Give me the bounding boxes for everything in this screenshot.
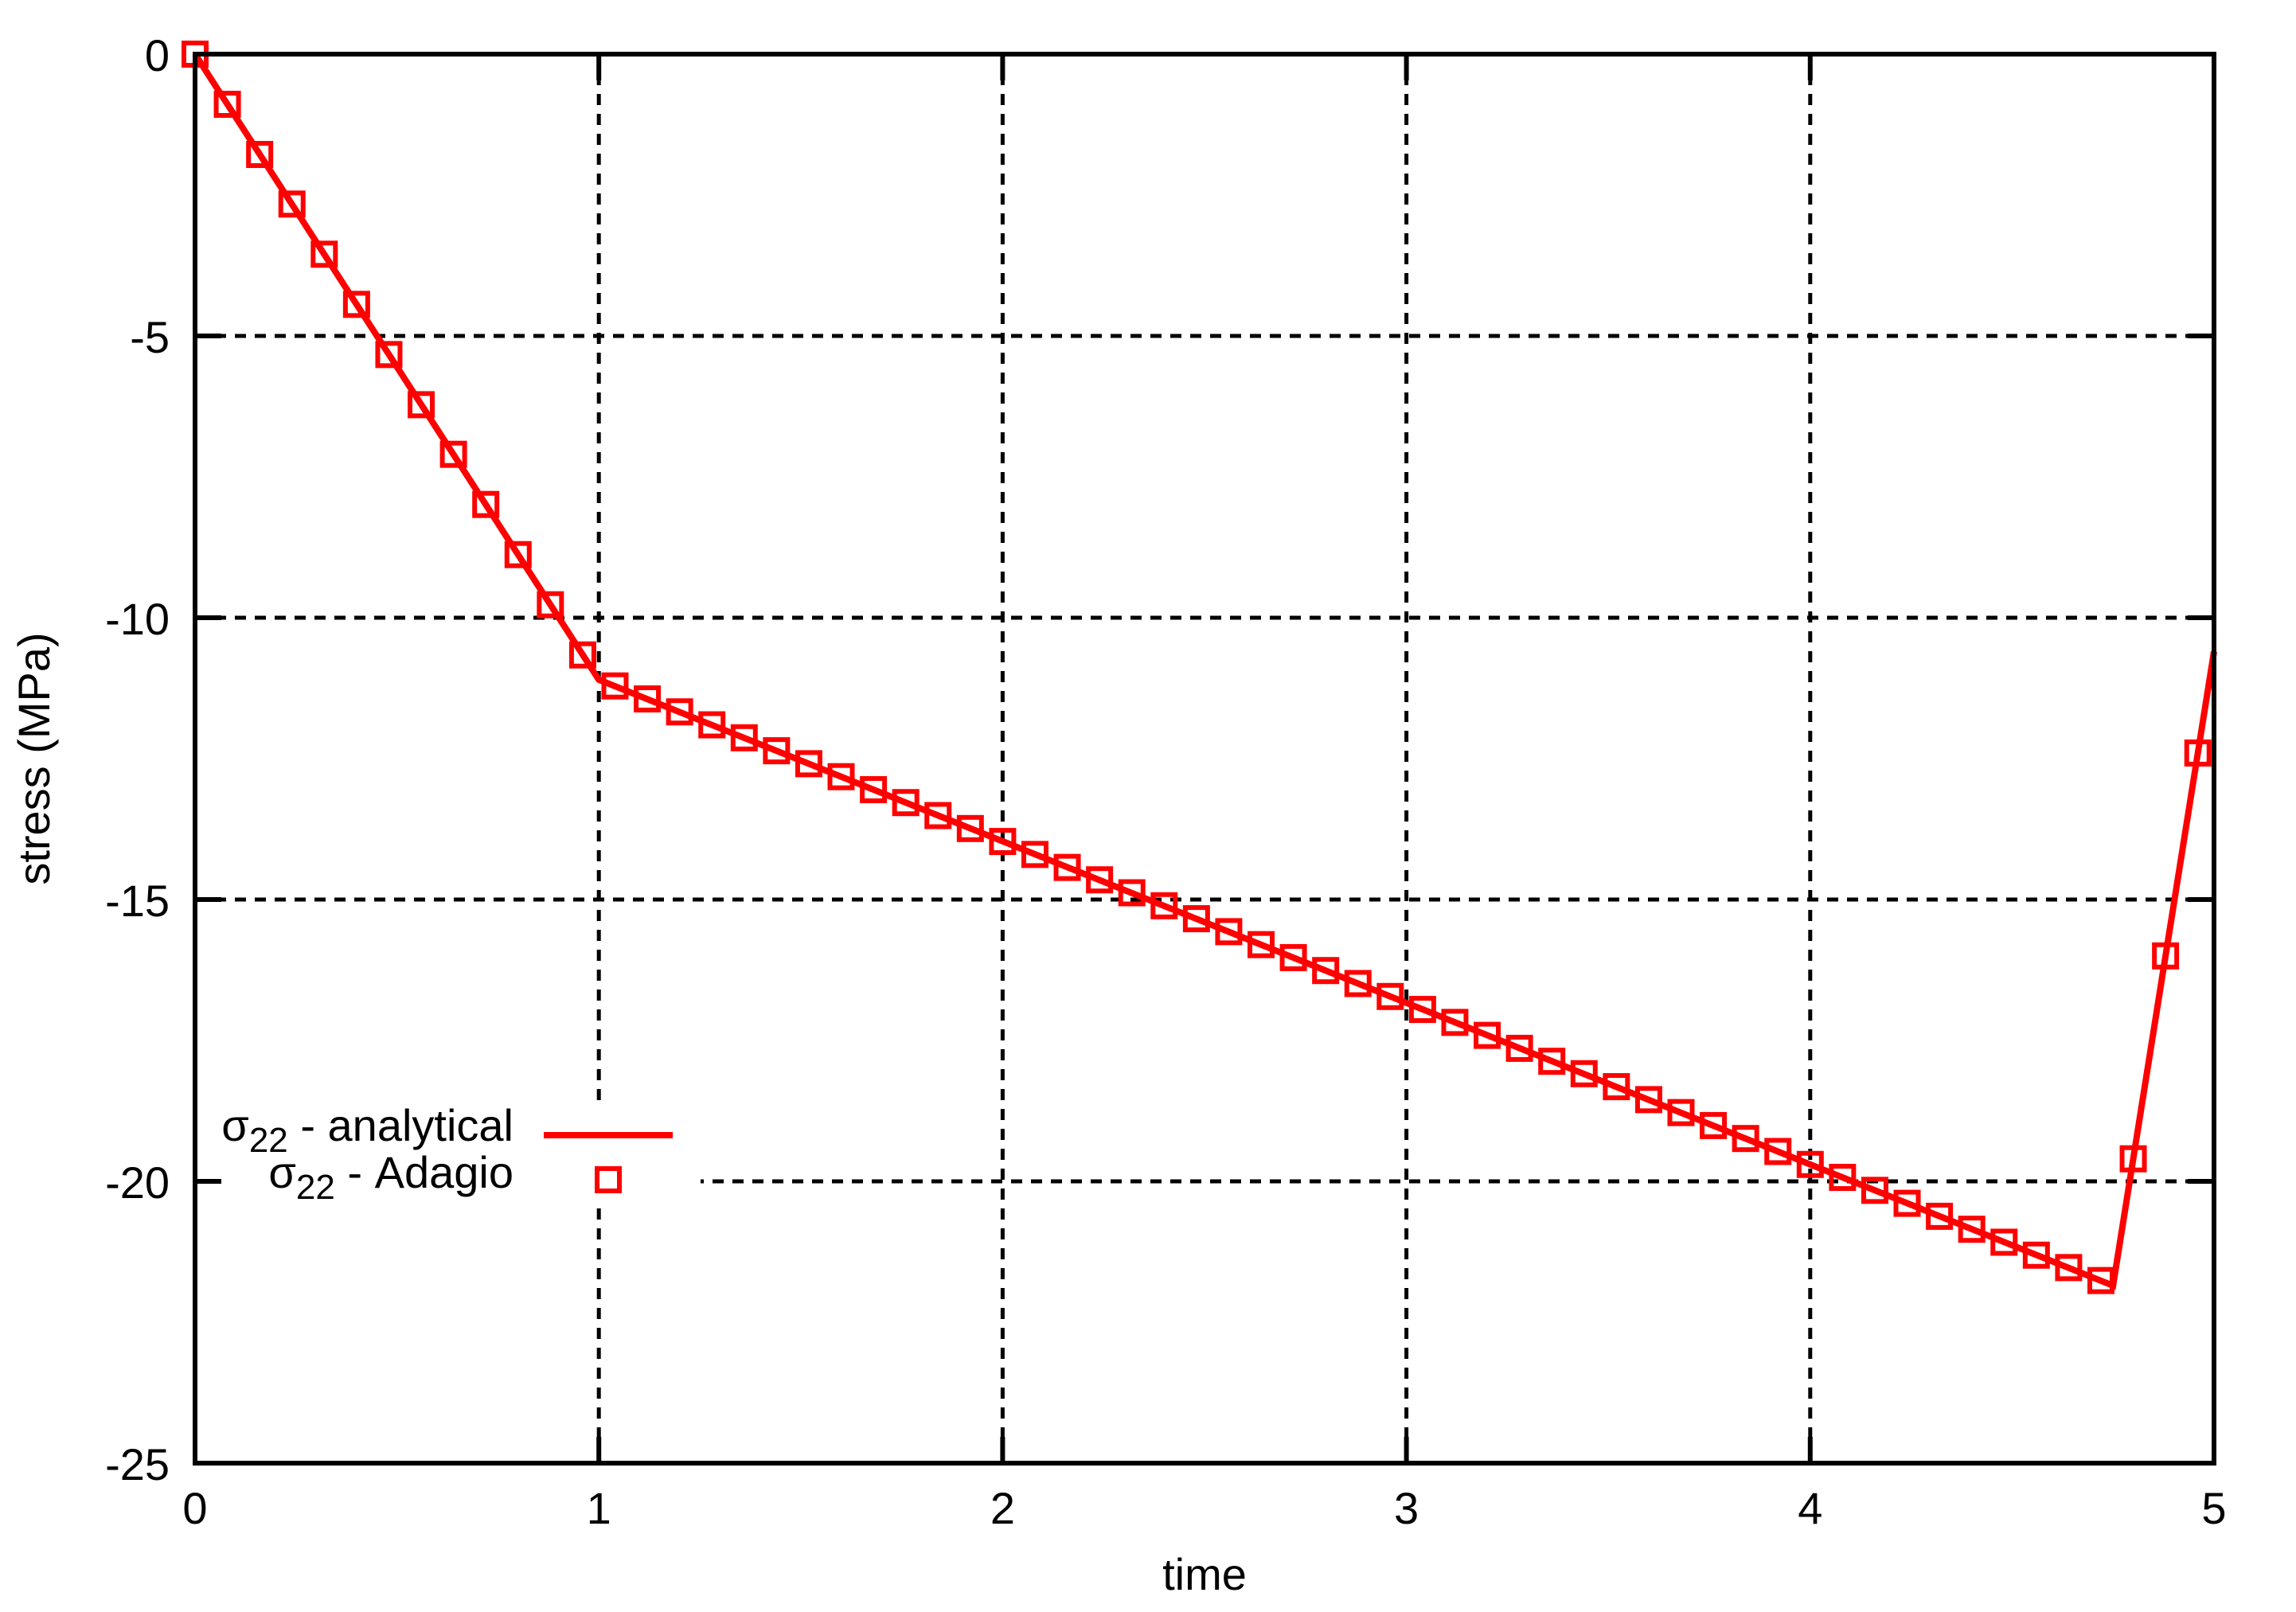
adagio-marker	[1538, 1048, 1566, 1075]
adagio-marker	[989, 828, 1017, 856]
legend: σ22 - analytical σ22 - Adagio	[221, 1100, 673, 1207]
adagio-marker	[1408, 996, 1436, 1024]
x-tick-label: 4	[1798, 1483, 1822, 1533]
adagio-marker	[666, 698, 693, 726]
adagio-marker	[342, 291, 370, 318]
adagio-marker	[1861, 1177, 1888, 1204]
adagio-marker	[698, 711, 726, 739]
legend-label-adagio: σ22 - Adagio	[268, 1147, 513, 1207]
y-tick-label: -25	[105, 1439, 170, 1489]
x-tick-label: 1	[587, 1483, 611, 1533]
adagio-marker	[504, 541, 532, 568]
adagio-marker	[1376, 982, 1404, 1010]
x-tick-label: 3	[1394, 1483, 1419, 1533]
adagio-marker	[1441, 1009, 1469, 1036]
y-tick-label: -15	[105, 876, 170, 926]
adagio-marker	[1474, 1021, 1501, 1049]
adagio-marker	[2184, 739, 2212, 767]
x-tick-label: 5	[2201, 1483, 2226, 1533]
adagio-marker	[924, 802, 952, 829]
adagio-marker	[1829, 1164, 1857, 1192]
adagio-marker	[1796, 1150, 1824, 1178]
adagio-marker	[892, 789, 920, 817]
adagio-marker	[1700, 1111, 1728, 1139]
adagio-marker	[601, 672, 629, 700]
legend-marker-sample	[595, 1166, 622, 1193]
x-axis-title: time	[1162, 1549, 1247, 1599]
adagio-marker	[1248, 931, 1275, 958]
adagio-marker	[1215, 918, 1243, 946]
axis-ticks	[193, 52, 2216, 1466]
plot-border	[193, 52, 2216, 1466]
y-tick-labels: 0 -5 -10 -15 -20 -25	[105, 30, 170, 1489]
adagio-marker	[1732, 1125, 1759, 1153]
adagio-marker	[634, 685, 662, 712]
adagio-marker	[1926, 1202, 1954, 1230]
adagio-marker	[1150, 892, 1178, 919]
adagio-marker	[213, 91, 241, 119]
adagio-marker	[537, 591, 564, 619]
adagio-marker	[1505, 1034, 1533, 1062]
adagio-marker	[310, 240, 338, 268]
adagio-marker	[730, 724, 758, 751]
adagio-marker	[439, 440, 467, 468]
y-tick-label: -5	[130, 312, 170, 362]
adagio-marker	[1570, 1060, 1598, 1087]
adagio-marker	[1021, 841, 1048, 868]
legend-label-analytical: σ22 - analytical	[221, 1100, 513, 1160]
adagio-marker	[1667, 1099, 1695, 1126]
adagio-marker	[568, 641, 596, 669]
adagio-marker	[1764, 1138, 1792, 1165]
x-tick-label: 0	[182, 1483, 207, 1533]
adagio-marker	[2087, 1267, 2114, 1294]
adagio-marker	[408, 391, 435, 419]
series-adagio-markers	[182, 41, 2212, 1294]
adagio-marker	[1086, 866, 1114, 894]
adagio-marker	[827, 763, 855, 790]
x-tick-labels: 0 1 2 3 4 5	[182, 1483, 2226, 1533]
adagio-marker	[1990, 1228, 2018, 1256]
adagio-marker	[2119, 1145, 2147, 1173]
adagio-marker	[763, 737, 791, 765]
adagio-marker	[860, 775, 888, 803]
adagio-marker	[1312, 957, 1340, 985]
adagio-marker	[2055, 1254, 2083, 1282]
adagio-marker	[1182, 905, 1210, 933]
adagio-marker	[1279, 943, 1307, 971]
adagio-marker	[472, 490, 500, 518]
adagio-marker	[246, 141, 274, 169]
adagio-marker	[2022, 1241, 2050, 1269]
y-tick-label: -10	[105, 594, 170, 644]
adagio-marker	[1118, 879, 1146, 907]
y-tick-label: 0	[145, 30, 170, 80]
adagio-marker	[1344, 970, 1372, 997]
adagio-marker	[956, 814, 984, 842]
y-axis-title: stress (MPa)	[9, 632, 59, 884]
adagio-marker	[1603, 1073, 1630, 1101]
adagio-marker	[1634, 1086, 1662, 1114]
adagio-marker	[795, 750, 822, 778]
adagio-marker	[375, 341, 403, 369]
adagio-marker	[1893, 1189, 1921, 1217]
x-tick-label: 2	[990, 1483, 1015, 1533]
adagio-marker	[1053, 853, 1081, 881]
adagio-marker	[278, 190, 306, 218]
adagio-marker	[1958, 1216, 1986, 1243]
adagio-marker	[2152, 942, 2180, 970]
gridlines	[195, 54, 2214, 1463]
y-tick-label: -20	[105, 1157, 170, 1208]
